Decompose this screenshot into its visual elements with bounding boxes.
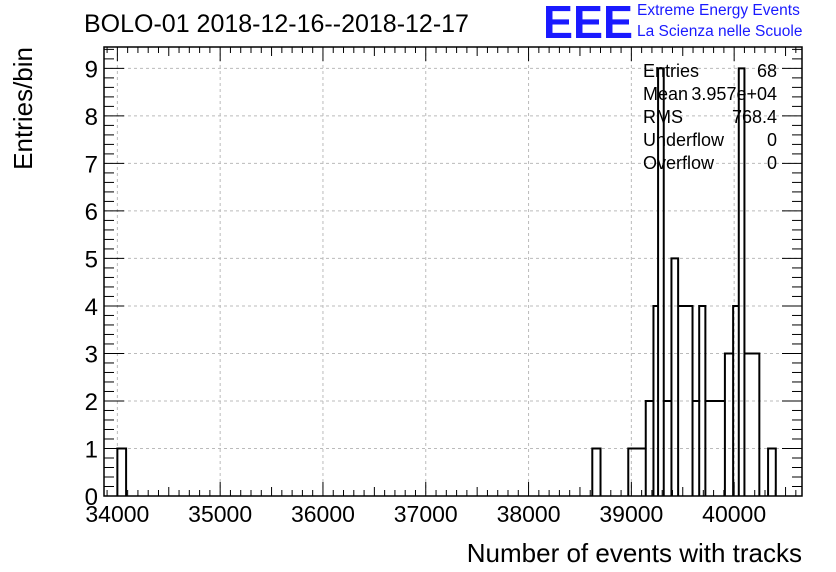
y-tick-label: 7: [85, 151, 98, 178]
y-tick-label: 4: [85, 294, 98, 321]
stats-label: RMS: [643, 107, 683, 127]
y-tick-label: 1: [85, 436, 98, 463]
stats-value: 0: [767, 153, 777, 173]
x-tick-label: 37000: [394, 501, 458, 527]
eee-logo-line2: La Scienza nelle Scuole: [637, 23, 803, 40]
eee-logo: EEE: [543, 2, 633, 42]
y-tick-label: 8: [85, 104, 98, 131]
x-tick-label: 38000: [497, 501, 561, 527]
stats-value: 3.957e+04: [691, 84, 777, 104]
x-tick-label: 34000: [85, 501, 149, 527]
stats-label: Entries: [643, 61, 699, 81]
stats-value: 0: [767, 130, 777, 150]
stats-label: Underflow: [643, 130, 725, 150]
stats-box: Entries 68 Mean 3.957e+04 RMS 768.4 Underflow 0…: [643, 61, 777, 173]
y-tick-label: 9: [85, 56, 98, 83]
y-tick-label: 6: [85, 199, 98, 226]
y-tick-label: 5: [85, 246, 98, 273]
y-tick-label: 0: [85, 484, 98, 511]
y-tick-label: 2: [85, 389, 98, 416]
stats-label: Mean: [643, 84, 688, 104]
stats-label: Overflow: [643, 153, 715, 173]
x-axis-label: Number of events with tracks: [467, 538, 802, 568]
x-tick-label: 39000: [599, 501, 663, 527]
plot-frame: [103, 46, 803, 497]
x-tick-label: 35000: [188, 501, 252, 527]
stats-value: 768.4: [732, 107, 777, 127]
x-tick-label: 36000: [291, 501, 355, 527]
y-axis-label: Entries/bin: [8, 47, 38, 170]
stats-value: 68: [757, 61, 777, 81]
axis-ticks: [104, 47, 802, 497]
axis-labels: 34000 35000 36000 37000 38000 39000 40000 0 1 2 3 4…: [85, 56, 766, 527]
chart-title: BOLO-01 2018-12-16--2018-12-17: [84, 10, 469, 38]
y-tick-label: 3: [85, 341, 98, 368]
x-tick-label: 40000: [702, 501, 766, 527]
grid-lines: [104, 47, 802, 496]
eee-logo-line1: Extreme Energy Events: [637, 2, 800, 19]
eee-logo-text: EEE: [543, 2, 633, 42]
